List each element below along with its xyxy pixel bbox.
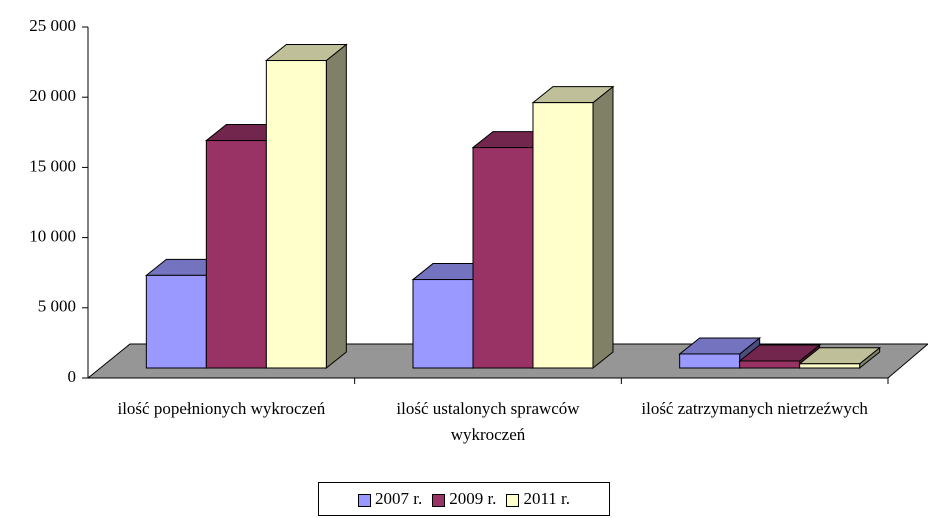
- x-tick-label: ilość popełnionych wykroczeń: [117, 399, 326, 418]
- bar: [205, 140, 267, 369]
- bar: [799, 363, 861, 369]
- legend-swatch: [506, 493, 520, 507]
- legend-item: 2009 r.: [432, 489, 496, 509]
- legend-swatch: [357, 493, 371, 507]
- chart: 0 5 000 10 000 15 000 20 000 25 000: [29, 16, 928, 386]
- x-tick-label: ilość ustalonych sprawców wykroczeń: [396, 399, 580, 444]
- legend-swatch: [432, 493, 446, 507]
- y-tick-label: 25 000: [29, 16, 76, 35]
- bar: [679, 353, 741, 369]
- bar: [145, 274, 207, 369]
- y-tick-label: 15 000: [29, 156, 76, 175]
- bar-side: [325, 43, 347, 370]
- bar-side: [592, 85, 614, 370]
- bar: [739, 360, 801, 369]
- legend-label: 2009 r.: [449, 489, 497, 508]
- bar: [472, 147, 534, 369]
- y-tick-label: 20 000: [29, 86, 76, 105]
- y-tick-label: 10 000: [29, 227, 76, 246]
- bar: [532, 102, 594, 369]
- bar: [265, 60, 327, 369]
- legend-item: 2011 r.: [506, 489, 570, 509]
- x-tick-label: ilość zatrzymanych nietrzeźwych: [641, 399, 868, 418]
- y-tick-label: 0: [68, 367, 77, 386]
- legend-item: 2007 r.: [357, 489, 423, 509]
- legend-label: 2007 r.: [374, 489, 423, 508]
- legend: 2007 r. 2009 r. 2011 r.: [318, 482, 610, 516]
- y-tick-label: 5 000: [38, 297, 76, 316]
- legend-label: 2011 r.: [523, 489, 571, 508]
- bar: [412, 279, 474, 369]
